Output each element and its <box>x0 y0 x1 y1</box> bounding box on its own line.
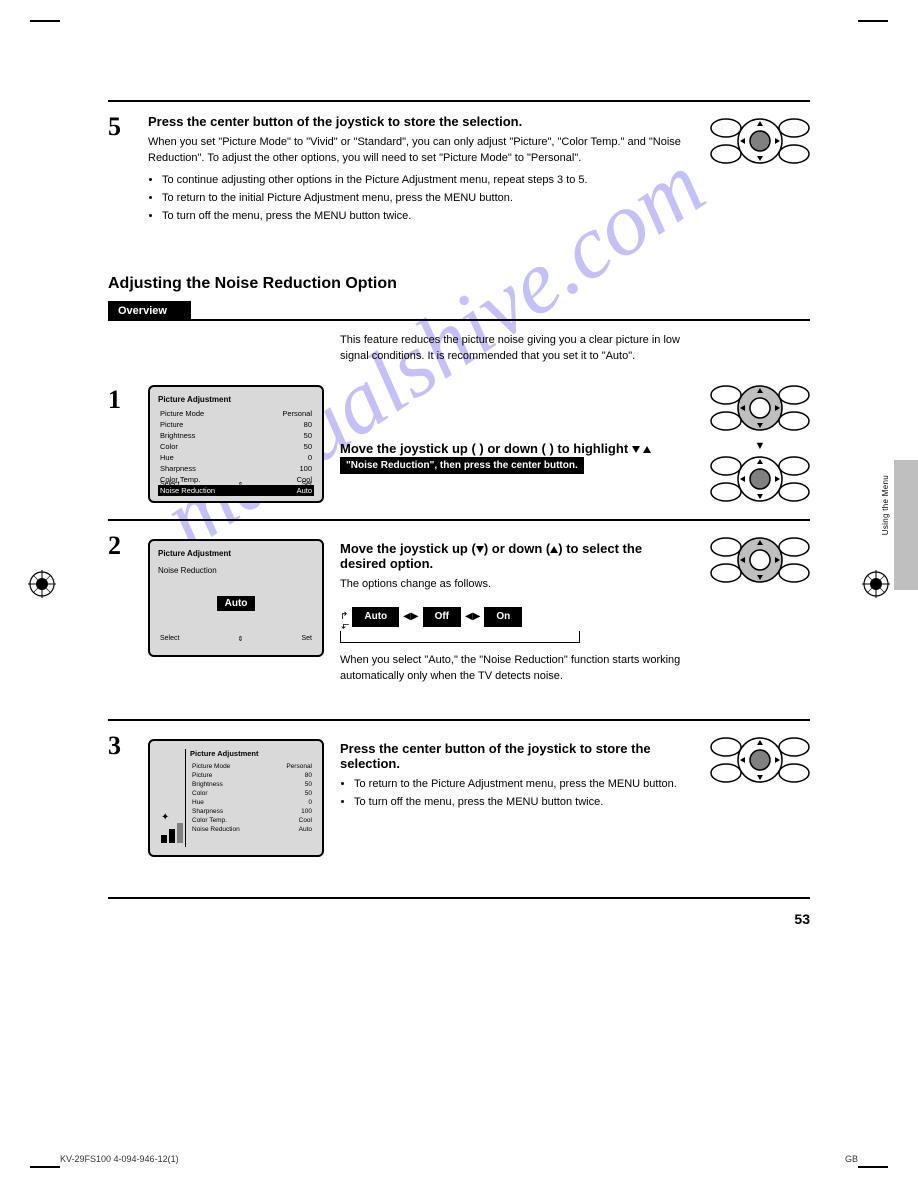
screen-row: Picture ModePersonal <box>158 408 314 419</box>
section-title: Adjusting the Noise Reduction Option <box>108 275 810 293</box>
screen-row: Picture80 <box>158 419 314 430</box>
up-triangle-icon <box>643 446 651 453</box>
registration-mark-right <box>862 570 890 598</box>
tv-screen-mock: Picture Adjustment Noise Reduction Auto … <box>148 539 324 657</box>
step-title: Move the joystick up () or down () to se… <box>340 541 690 571</box>
page-content: 5 Press the center button of the joystic… <box>108 0 810 959</box>
page-number: 53 <box>794 911 810 959</box>
step-number: 1 <box>108 385 121 415</box>
remote-joystick-icon <box>710 733 810 792</box>
screen-row: Hue0 <box>158 452 314 463</box>
cycle-option: On <box>484 607 522 628</box>
screen-foot-left: Select <box>160 481 179 489</box>
list-item: To return to the initial Picture Adjustm… <box>162 191 690 207</box>
screen-row: Sharpness100 <box>190 807 314 816</box>
option-cycle: ↱ Auto ◀▶ Off ◀▶ On <box>340 607 690 644</box>
screen-foot-left: Select <box>160 635 179 643</box>
screen-row: Brightness50 <box>158 430 314 441</box>
footer-left: KV-29FS100 4-094-946-12(1) <box>60 1154 179 1164</box>
step-3: 3 ✦ Picture Adjustment Picture ModePerso… <box>108 719 810 879</box>
screen-row: Picture ModePersonal <box>190 762 314 771</box>
list-item: To return to the Picture Adjustment menu… <box>354 777 690 793</box>
crop-mark <box>30 1166 60 1168</box>
step-number: 2 <box>108 531 121 561</box>
down-triangle-icon <box>632 446 640 453</box>
highlight-label: "Noise Reduction", then press the center… <box>340 457 584 474</box>
crop-mark <box>30 20 60 22</box>
screen-title: Picture Adjustment <box>158 549 314 558</box>
screen-value: Auto <box>217 596 256 611</box>
screen-row: Sharpness100 <box>158 463 314 474</box>
overview-text: This feature reduces the picture noise g… <box>340 333 690 365</box>
tv-screen-mock: Picture Adjustment Picture ModePersonalP… <box>148 385 324 503</box>
step-paragraph: When you select "Auto," the "Noise Reduc… <box>340 653 690 685</box>
step-title-text: Move the joystick up ( <box>340 541 476 556</box>
cycle-option: Off <box>423 607 461 628</box>
screen-row: Picture80 <box>190 771 314 780</box>
sidebar-tab <box>894 460 918 590</box>
cycle-option: Auto <box>352 607 399 628</box>
list-item: To turn off the menu, press the MENU but… <box>354 795 690 811</box>
step-title: Move the joystick up ( ) or down ( ) to … <box>340 441 690 474</box>
step-paragraph: The options change as follows. <box>340 577 690 593</box>
step-title: Press the center button of the joystick … <box>340 741 690 771</box>
overview-tab: Overview <box>108 301 191 321</box>
remote-joystick-icon <box>710 533 810 592</box>
step-5: 5 Press the center button of the joystic… <box>108 100 810 251</box>
down-triangle-icon <box>476 546 484 553</box>
tv-screen-mock: ✦ Picture Adjustment Picture ModePersona… <box>148 739 324 857</box>
registration-mark-left <box>28 570 56 598</box>
screen-row: Color50 <box>190 789 314 798</box>
screen-row: Color Temp.Cool <box>190 816 314 825</box>
step-1: This feature reduces the picture noise g… <box>108 319 810 519</box>
step-number: 3 <box>108 731 121 761</box>
screen-row: Hue0 <box>190 798 314 807</box>
step-title-pre: Move the joystick up ( ) or down ( ) to … <box>340 441 632 456</box>
step-number: 5 <box>108 112 121 142</box>
list-item: To turn off the menu, press the MENU but… <box>162 209 690 225</box>
remote-joystick-icon <box>710 114 810 173</box>
screen-row: Noise ReductionAuto <box>190 825 314 834</box>
step-2: 2 Picture Adjustment Noise Reduction Aut… <box>108 519 810 719</box>
step-title: Press the center button of the joystick … <box>148 114 690 129</box>
screen-row: Color50 <box>158 441 314 452</box>
screen-title: Picture Adjustment <box>158 395 314 404</box>
crop-mark <box>858 20 888 22</box>
page-footer: KV-29FS100 4-094-946-12(1) GB <box>60 1154 858 1164</box>
footer-right: GB <box>845 1154 858 1164</box>
screen-foot-right: Set <box>301 481 312 489</box>
sidebar-label: Using the Menu <box>881 475 890 535</box>
step-text: When you set "Picture Mode" to "Vivid" o… <box>148 135 690 225</box>
remote-joystick-stack: ▼ <box>710 381 810 511</box>
list-item: To continue adjusting other options in t… <box>162 173 690 189</box>
crop-mark <box>858 1166 888 1168</box>
step-paragraph: When you set "Picture Mode" to "Vivid" o… <box>148 135 690 167</box>
screen-title: Picture Adjustment <box>190 749 314 758</box>
screen-foot-right: Set <box>301 635 312 643</box>
screen-subtitle: Noise Reduction <box>158 566 314 575</box>
screen-row: Brightness50 <box>190 780 314 789</box>
